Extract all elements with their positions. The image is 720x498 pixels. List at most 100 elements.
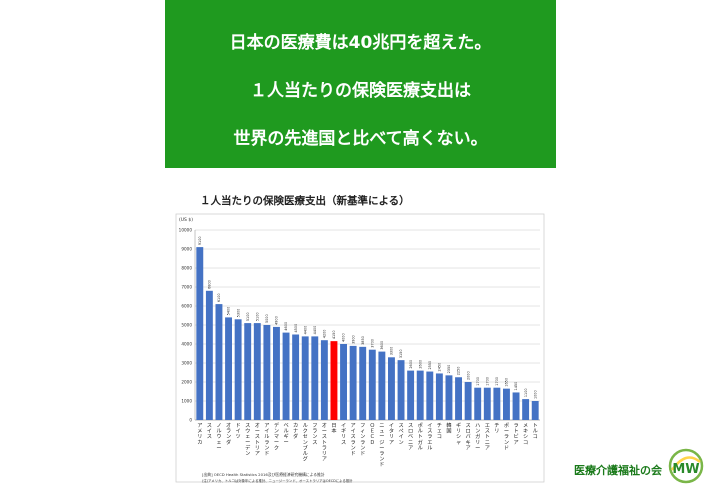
- y-tick-label: 0: [189, 418, 192, 423]
- bar-value-label: 5100: [246, 312, 250, 321]
- x-tick-label: フランス: [312, 422, 317, 446]
- bar: [359, 346, 367, 420]
- bar-value-label: 3150: [399, 350, 403, 359]
- x-tick-label: トルコ: [533, 423, 538, 440]
- bar-value-label: 9100: [198, 236, 202, 245]
- bar: [397, 360, 405, 420]
- bar: [196, 247, 204, 420]
- x-tick-label: スペイン: [398, 422, 403, 446]
- bar-value-label: 1700: [476, 377, 480, 386]
- x-tick-label: メキシコ: [523, 423, 528, 446]
- x-tick-label: カナダ: [293, 422, 298, 440]
- bar: [474, 387, 482, 420]
- x-tick-label: オーストリア: [255, 422, 260, 457]
- bar: [522, 399, 530, 420]
- organization-name: 医療介護福祉の会: [574, 464, 662, 477]
- bar: [330, 341, 338, 420]
- x-tick-label: ノルウェー: [216, 423, 221, 451]
- x-tick-label: チリ: [494, 422, 499, 435]
- headline-banner: 日本の医療費は40兆円を超えた。 １人当たりの保険医療支出は 世界の先進国と比べ…: [165, 0, 556, 168]
- source-note: [出典] OECD Health Statistics 2016及び医療経済研究…: [202, 472, 325, 477]
- bar-value-label: 5000: [265, 314, 269, 323]
- bar-value-label: 1450: [514, 382, 518, 391]
- bar-value-label: 2450: [438, 363, 442, 372]
- x-tick-label: アイスランド: [351, 422, 356, 457]
- x-tick-label: イギリス: [341, 423, 346, 446]
- y-axis-unit: (US $): [179, 217, 193, 223]
- y-tick-label: 1000: [181, 399, 192, 404]
- bar: [263, 325, 271, 420]
- bar-value-label: 1700: [485, 377, 489, 386]
- bar-value-label: 4150: [332, 331, 336, 340]
- bar-value-label: 4900: [275, 316, 279, 325]
- bar-value-label: 3900: [351, 335, 355, 344]
- x-tick-label: ＯＥＣＤ: [370, 423, 375, 446]
- bar: [426, 371, 434, 420]
- bar-value-label: 1700: [495, 377, 499, 386]
- bar: [503, 388, 510, 420]
- x-tick-label: スロベニア: [408, 422, 413, 451]
- bar-value-label: 1000: [533, 390, 537, 399]
- bar: [416, 370, 424, 420]
- x-tick-label: スロバキア: [466, 422, 471, 451]
- bar-value-label: 1650: [505, 378, 509, 387]
- x-tick-label: ニュージーランド: [379, 422, 384, 468]
- bar-value-label: 4400: [303, 326, 307, 335]
- x-tick-label: アイルランド: [264, 422, 269, 457]
- x-tick-label: ルクセンブルグ: [303, 423, 308, 463]
- bar-value-label: 2000: [466, 371, 470, 380]
- bar-value-label: 4200: [323, 330, 327, 339]
- x-tick-label: 日本: [331, 422, 336, 435]
- x-tick-label: ハンガリー: [475, 423, 480, 451]
- bar-value-label: 1100: [524, 388, 528, 397]
- x-tick-label: ラトビア: [513, 422, 518, 446]
- bar: [378, 351, 386, 420]
- headline-line-3: 世界の先進国と比べて高くない。: [233, 129, 488, 149]
- x-tick-label: 韓国: [446, 421, 451, 435]
- logo-letters: MW: [672, 462, 699, 477]
- y-tick-label: 10000: [179, 228, 193, 233]
- bar-value-label: 5400: [227, 307, 231, 316]
- bar-value-label: 3300: [390, 347, 394, 356]
- bar: [273, 326, 280, 420]
- bar-value-label: 6100: [217, 293, 221, 302]
- y-tick-label: 7000: [181, 285, 192, 290]
- bar: [512, 392, 520, 420]
- bar: [464, 382, 472, 420]
- bar: [531, 401, 539, 420]
- bar-value-label: 4400: [313, 326, 317, 335]
- bar-value-label: 2350: [447, 365, 451, 374]
- bar: [445, 375, 453, 420]
- bar-value-label: 3850: [361, 336, 365, 345]
- bar-value-label: 4000: [342, 333, 346, 342]
- x-tick-label: スイス: [207, 422, 212, 440]
- bar: [388, 357, 395, 420]
- bar: [301, 336, 309, 420]
- x-tick-label: スウェーデン: [245, 422, 251, 457]
- source-footnote: (注)アメリカ、トルコは対象年による推計、ニュージーランド、オーストラリアはOE…: [202, 478, 353, 483]
- bar-value-label: 3700: [370, 339, 374, 348]
- x-tick-label: チェコ: [437, 422, 442, 440]
- bar: [320, 340, 328, 420]
- bar: [368, 349, 376, 420]
- x-tick-label: オランダ: [226, 422, 231, 446]
- bar: [234, 319, 242, 420]
- bar: [311, 336, 319, 420]
- bar: [340, 344, 347, 420]
- logo-swoosh: [670, 456, 701, 471]
- bar: [205, 290, 213, 420]
- y-tick-label: 5000: [181, 323, 192, 328]
- chart-title: １人当たりの保険医療支出（新基準による）: [200, 194, 410, 207]
- bar: [282, 332, 290, 420]
- x-tick-label: アメリカ: [197, 422, 202, 446]
- bar: [244, 323, 252, 420]
- bar-value-label: 2250: [457, 367, 461, 376]
- headline-line-1: 日本の医療費は40兆円を超えた。: [229, 33, 492, 53]
- bar-value-label: 6800: [208, 280, 212, 289]
- x-tick-label: イタリア: [389, 423, 394, 446]
- bar-value-label: 5100: [255, 312, 259, 321]
- x-tick-label: フィンランド: [360, 422, 365, 457]
- x-tick-label: オーストラリア: [322, 422, 327, 463]
- bar: [493, 387, 501, 420]
